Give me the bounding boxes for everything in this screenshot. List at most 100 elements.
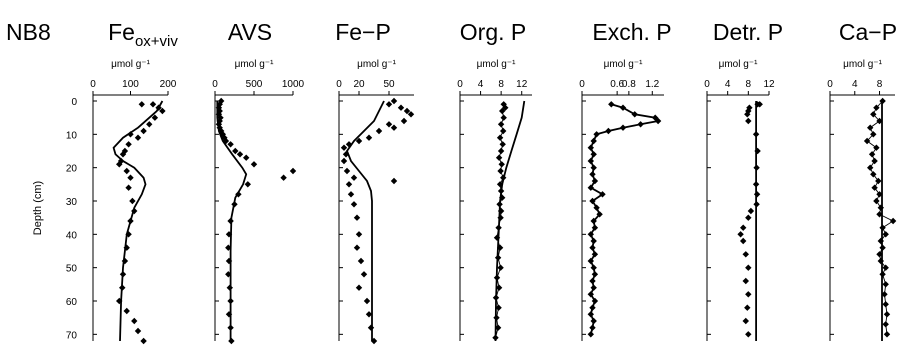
data-point — [353, 214, 361, 221]
data-point — [390, 97, 398, 105]
data-point — [225, 257, 233, 265]
data-point — [587, 257, 594, 265]
data-point — [870, 131, 877, 138]
data-point — [123, 244, 130, 251]
x-tick-label: 20 — [353, 79, 365, 90]
data-point — [589, 324, 596, 331]
data-point — [500, 174, 507, 181]
data-point — [740, 237, 747, 245]
data-point — [870, 171, 877, 178]
panel-title: AVS — [228, 19, 272, 45]
data-point — [496, 244, 504, 251]
data-point — [590, 217, 597, 225]
data-point — [589, 304, 596, 311]
data-point — [340, 144, 348, 151]
data-point — [502, 104, 509, 111]
data-point — [753, 201, 760, 208]
data-point — [227, 141, 234, 148]
data-point — [243, 154, 250, 161]
data-point — [215, 104, 223, 111]
data-point — [138, 101, 145, 108]
data-point — [231, 201, 238, 208]
data-point — [225, 244, 232, 251]
data-point — [867, 164, 874, 171]
panel-title: Fe−P — [335, 19, 391, 45]
data-point — [587, 331, 594, 338]
data-point — [593, 131, 600, 138]
data-point — [493, 314, 500, 321]
data-point — [492, 334, 499, 341]
data-point — [345, 181, 353, 188]
model-curve — [112, 100, 164, 342]
data-point — [631, 111, 638, 118]
x-axis-unit-label: μmol g⁻¹ — [604, 59, 643, 70]
x-tick-label: 0 — [579, 79, 585, 90]
data-point — [340, 157, 348, 165]
data-point — [403, 107, 411, 115]
x-axis-unit-label: μmol g⁻¹ — [477, 59, 516, 70]
data-point — [494, 324, 502, 331]
data-point — [753, 164, 760, 171]
data-point — [590, 264, 597, 271]
data-point — [591, 271, 599, 278]
data-point — [654, 117, 662, 125]
data-point — [745, 214, 752, 221]
panel-2: Fe−P μmol g⁻¹ 0 20 50 — [335, 19, 415, 345]
data-point — [155, 104, 162, 111]
panel-6: Ca−P μmol g⁻¹ 0 4 8 — [827, 19, 897, 341]
data-point — [227, 324, 234, 331]
data-point — [871, 157, 878, 165]
x-tick-label: 100 — [122, 79, 139, 90]
data-point — [390, 177, 398, 185]
x-axis-unit-label: μmol g⁻¹ — [719, 59, 758, 70]
data-point — [867, 124, 874, 131]
data-point — [587, 184, 594, 191]
data-point — [742, 277, 749, 285]
data-point — [752, 131, 760, 138]
data-point — [125, 141, 132, 148]
data-point — [367, 324, 375, 331]
data-point — [876, 191, 883, 198]
y-tick-label: 40 — [66, 230, 78, 241]
data-point — [345, 141, 353, 148]
x-tick-label: 200 — [160, 79, 177, 90]
data-point — [127, 217, 134, 225]
x-tick-label: 0 — [336, 79, 342, 90]
data-point — [121, 257, 129, 265]
data-point — [125, 231, 132, 238]
panel-4: Exch. P μmol g⁻¹ 0 0.60.8 1.2 — [579, 19, 672, 341]
data-point — [889, 217, 897, 225]
data-point — [882, 264, 889, 271]
data-point — [879, 97, 886, 105]
data-point — [587, 144, 594, 151]
data-point — [591, 177, 599, 185]
x-tick-label: 4 — [478, 79, 484, 90]
data-point — [280, 174, 287, 181]
y-tick-label: 60 — [66, 297, 78, 308]
data-point — [879, 224, 886, 231]
data-point — [397, 104, 405, 111]
x-axis-unit-label: μmol g⁻¹ — [843, 59, 882, 70]
data-point — [499, 107, 506, 115]
data-point — [591, 224, 599, 231]
x-tick-label: 8 — [877, 79, 883, 90]
data-point — [745, 107, 752, 115]
data-point — [590, 284, 597, 291]
data-point — [637, 121, 644, 128]
data-point — [870, 111, 877, 118]
data-point — [496, 201, 503, 208]
data-point — [289, 167, 297, 175]
data-connector-line — [590, 103, 659, 335]
data-point — [619, 104, 627, 111]
data-point — [882, 301, 889, 308]
data-point — [496, 181, 504, 188]
data-point — [140, 337, 147, 345]
data-point — [375, 127, 383, 135]
y-axis-label: Depth (cm) — [32, 181, 44, 235]
data-point — [877, 237, 884, 245]
data-point — [370, 337, 378, 345]
data-point — [589, 244, 596, 251]
data-point — [747, 207, 755, 215]
